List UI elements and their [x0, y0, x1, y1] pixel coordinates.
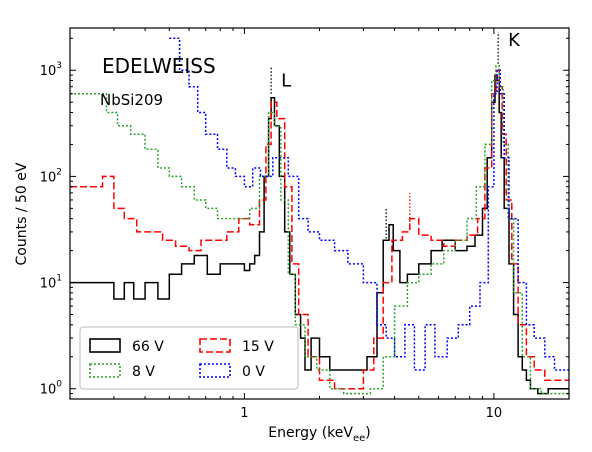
x-axis-label: Energy (keVee) — [268, 425, 371, 444]
legend-label-0: 66 V — [132, 339, 164, 355]
annotation-label-1: K — [508, 30, 521, 51]
y-tick-label-3: 103 — [40, 61, 62, 79]
annotation-label-0: L — [281, 71, 291, 92]
legend-swatch-2 — [89, 363, 121, 378]
series-line-3 — [169, 37, 569, 371]
y-tick-label-0: 100 — [40, 380, 63, 398]
legend-swatch-3 — [199, 363, 231, 378]
legend-box — [79, 326, 299, 390]
chart-subtitle: NbSi209 — [100, 91, 163, 109]
y-tick-label-1: 101 — [40, 274, 62, 292]
axis-ticks: 1 10 100 101 102 103 — [40, 28, 570, 421]
y-axis-label: Counts / 50 eV — [14, 162, 30, 265]
legend-label-3: 0 V — [242, 364, 265, 380]
legend-swatch-1 — [199, 338, 231, 353]
annotations: LK — [270, 30, 521, 239]
legend: 66 V 15 V 8 V 0 V — [79, 326, 299, 390]
plot-lines — [70, 37, 569, 395]
x-tick-label-0: 1 — [240, 406, 248, 421]
x-axis-label-main: Energy (keV — [268, 425, 353, 441]
legend-label-2: 8 V — [132, 364, 155, 380]
legend-swatch-0 — [89, 338, 121, 353]
legend-label-1: 15 V — [242, 339, 274, 355]
x-axis-label-sub: ee — [353, 433, 365, 444]
series-line-2 — [70, 65, 569, 395]
series-line-0 — [70, 74, 569, 395]
x-tick-label-1: 10 — [486, 406, 503, 421]
chart-title: EDELWEISS — [102, 54, 216, 78]
y-tick-label-2: 102 — [40, 167, 62, 185]
x-axis-label-close: ) — [365, 425, 370, 441]
